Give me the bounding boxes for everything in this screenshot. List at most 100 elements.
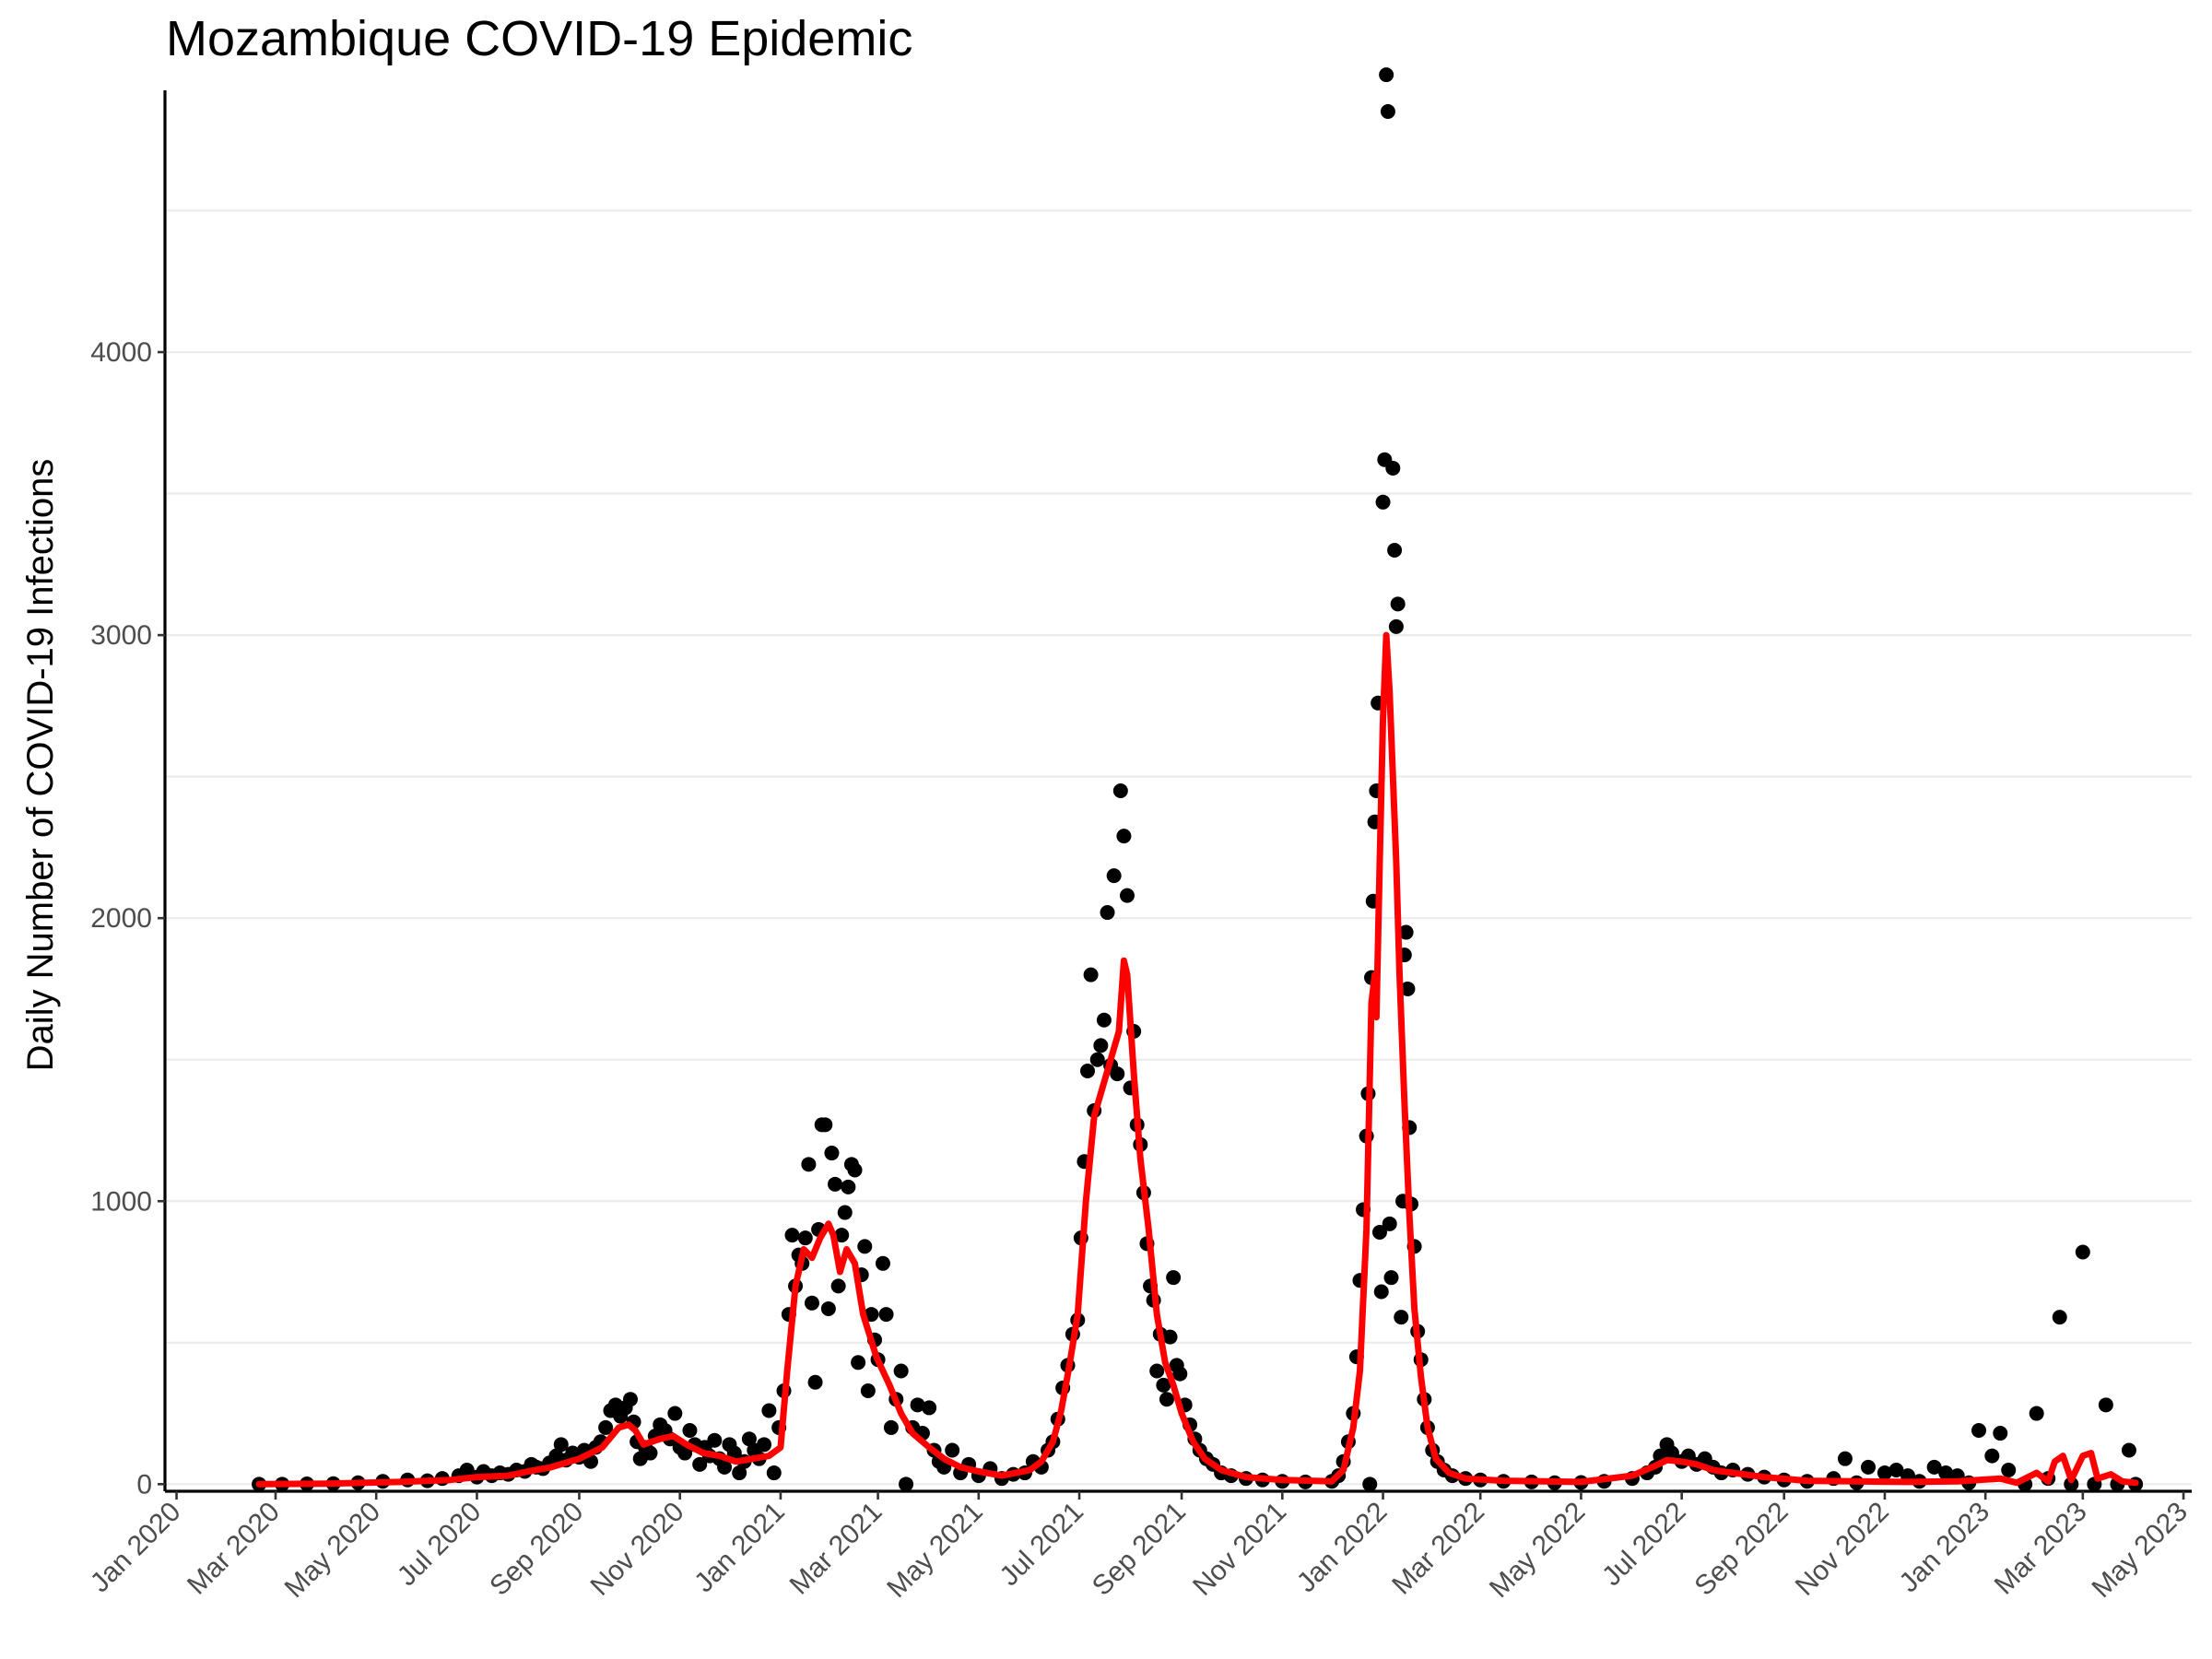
data-point: [2029, 1406, 2044, 1421]
data-point: [1116, 829, 1132, 844]
data-point: [1080, 1064, 1096, 1078]
data-point: [824, 1146, 840, 1161]
data-point: [1159, 1392, 1174, 1407]
data-point: [1390, 596, 1406, 612]
data-point: [1156, 1377, 1171, 1393]
data-point: [732, 1465, 747, 1481]
data-point: [837, 1205, 853, 1220]
data-point: [1373, 1284, 1389, 1300]
data-point: [883, 1419, 899, 1435]
data-point: [847, 1162, 863, 1178]
data-point: [1385, 460, 1401, 476]
data-point: [682, 1422, 698, 1438]
data-point: [851, 1355, 866, 1371]
data-point: [1664, 1445, 1679, 1461]
data-point: [801, 1157, 817, 1172]
data-point: [1877, 1465, 1892, 1481]
data-point: [1971, 1422, 1986, 1438]
data-point: [757, 1437, 772, 1453]
data-point: [1888, 1462, 1904, 1477]
data-point: [857, 1239, 873, 1254]
data-point: [1382, 1216, 1397, 1231]
data-point: [1162, 1329, 1178, 1345]
data-point: [1166, 1270, 1182, 1286]
grid-lines: [165, 209, 2192, 1486]
data-point: [820, 1300, 836, 1316]
data-point: [1083, 967, 1099, 982]
data-point: [766, 1465, 782, 1481]
data-point: [741, 1431, 757, 1447]
data-point: [807, 1374, 823, 1390]
data-point: [860, 1382, 876, 1398]
data-point: [667, 1406, 683, 1421]
y-tick-label: 1000: [90, 1186, 152, 1217]
data-point: [598, 1419, 614, 1435]
data-point: [2121, 1442, 2136, 1458]
data-point: [945, 1442, 960, 1458]
data-point: [2052, 1310, 2067, 1325]
data-point: [1375, 494, 1391, 510]
smoothed-trend-line: [255, 631, 2139, 1488]
data-point: [1383, 1270, 1399, 1286]
data-point: [1388, 618, 1404, 634]
data-point: [1379, 67, 1394, 83]
data-point: [1837, 1451, 1853, 1466]
y-tick-label: 2000: [90, 903, 152, 934]
data-point: [797, 1230, 813, 1246]
y-tick-label: 4000: [90, 337, 152, 368]
y-tick-label: 3000: [90, 620, 152, 651]
data-point: [899, 1477, 914, 1492]
data-point: [761, 1403, 777, 1418]
data-point: [2001, 1462, 2017, 1477]
data-point: [1938, 1465, 1954, 1481]
data-point: [830, 1278, 846, 1294]
data-point: [1387, 542, 1403, 558]
data-point: [2075, 1244, 2090, 1260]
data-point: [910, 1397, 925, 1413]
data-point: [1362, 1477, 1378, 1492]
data-point: [1106, 868, 1122, 884]
data-point: [804, 1295, 819, 1311]
data-point: [1394, 1310, 1409, 1325]
y-tick-label: 0: [136, 1469, 152, 1500]
data-point: [1398, 924, 1414, 940]
data-point: [1112, 783, 1128, 798]
data-point: [818, 1117, 833, 1133]
data-point: [1093, 1038, 1109, 1053]
data-point: [1371, 1225, 1387, 1241]
data-point: [622, 1392, 638, 1407]
data-point: [2098, 1397, 2113, 1413]
data-point: [707, 1432, 723, 1448]
data-point: [1100, 905, 1115, 921]
data-point: [1149, 1363, 1165, 1379]
data-point: [864, 1307, 879, 1323]
data-point: [2064, 1477, 2079, 1492]
data-point: [828, 1176, 843, 1192]
data-point: [784, 1228, 800, 1243]
data-point: [692, 1456, 708, 1472]
y-axis-label: Daily Number of COVID-19 Infections: [20, 459, 61, 1072]
y-axis-ticks: 0 1000 2000 3000 4000: [90, 337, 165, 1500]
data-point: [1110, 1066, 1125, 1082]
data-point: [677, 1445, 693, 1461]
data-point: [1119, 888, 1135, 903]
data-point: [834, 1228, 850, 1243]
data-point: [1089, 1052, 1105, 1067]
data-point: [1926, 1459, 1942, 1475]
data-point: [1984, 1448, 2000, 1464]
data-point: [642, 1445, 658, 1461]
data-point: [1380, 104, 1395, 120]
data-point: [1400, 981, 1416, 996]
data-point: [922, 1400, 937, 1416]
data-point: [1993, 1426, 2008, 1441]
data-point: [875, 1255, 890, 1271]
data-point: [1172, 1366, 1188, 1382]
data-point: [553, 1437, 569, 1453]
data-point: [1861, 1459, 1877, 1475]
data-point: [1096, 1012, 1112, 1028]
data-point: [717, 1459, 733, 1475]
chart-title: Mozambique COVID-19 Epidemic: [166, 11, 912, 66]
data-point: [841, 1179, 856, 1194]
